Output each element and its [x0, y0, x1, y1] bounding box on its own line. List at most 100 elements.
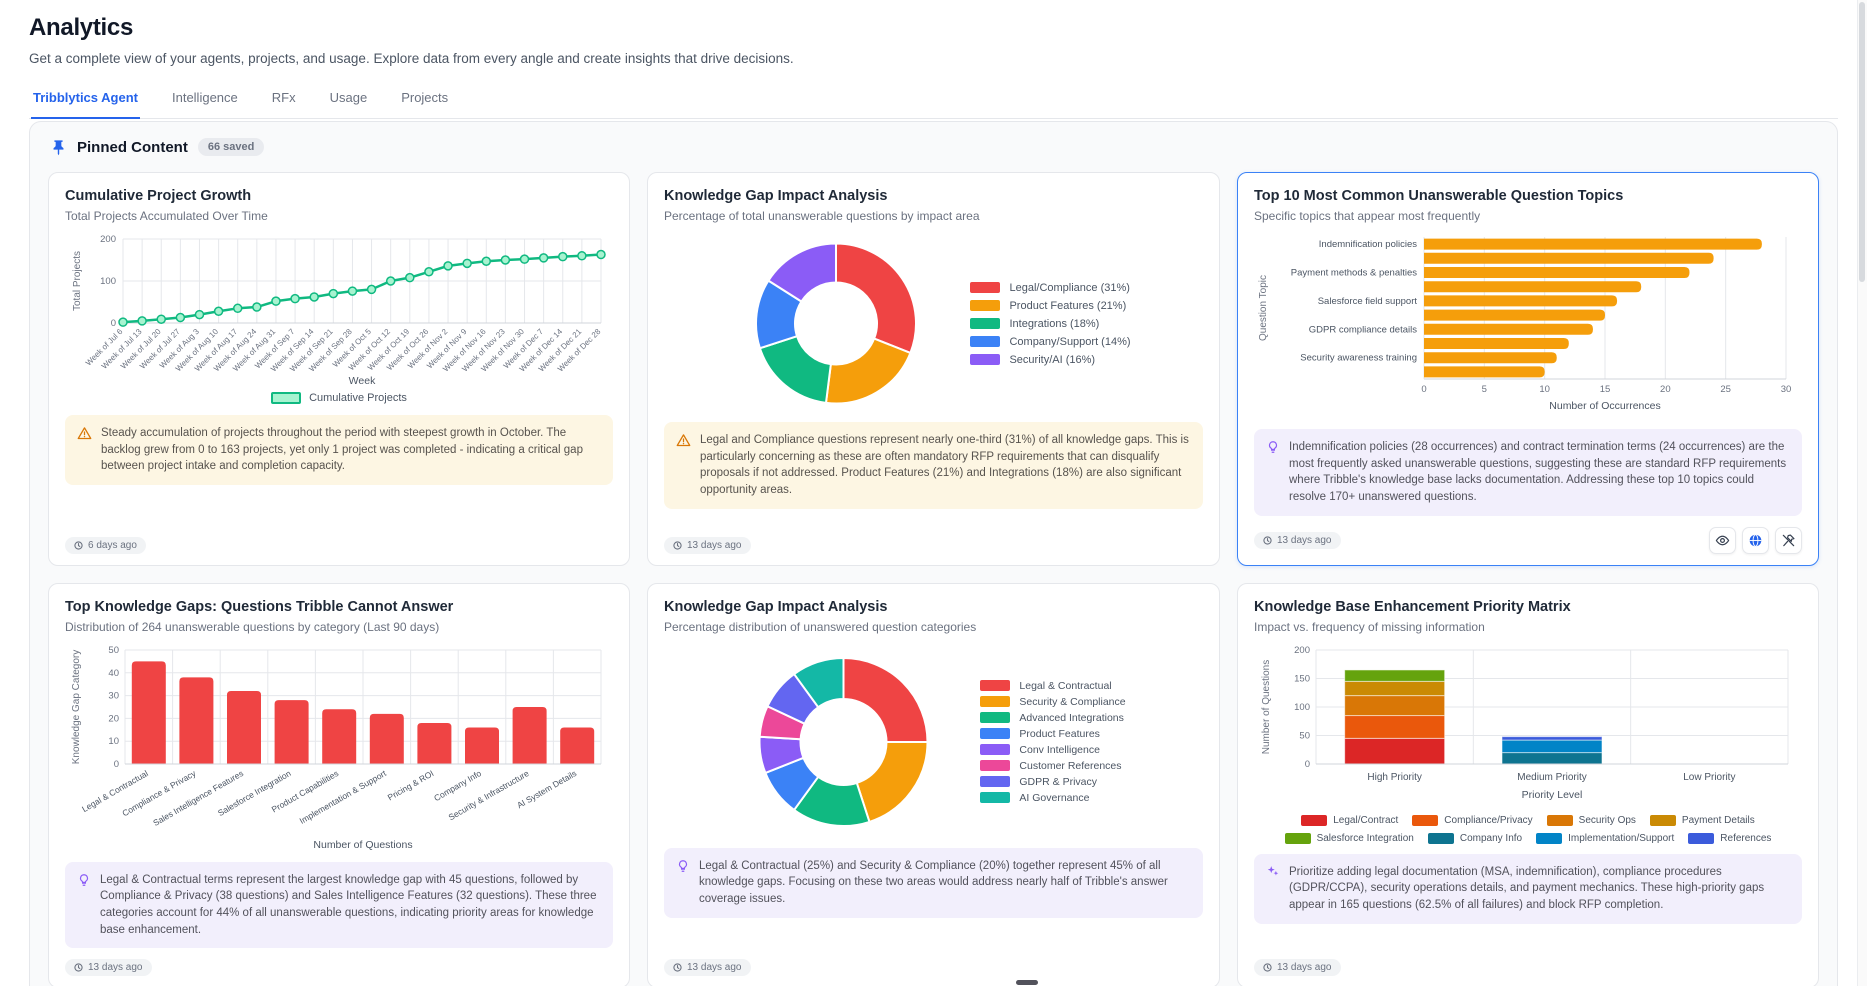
- card-cumulative-project-growth[interactable]: Cumulative Project Growth Total Projects…: [48, 172, 630, 566]
- eye-icon: [1715, 535, 1730, 546]
- legend-swatch: [980, 728, 1011, 740]
- svg-text:Number of Questions: Number of Questions: [1261, 659, 1272, 754]
- legend-label: Customer References: [1019, 759, 1122, 772]
- svg-text:200: 200: [1294, 645, 1310, 656]
- svg-text:0: 0: [1421, 384, 1426, 395]
- clock-icon: [673, 963, 682, 973]
- svg-text:30: 30: [1781, 384, 1792, 395]
- top-10-topics-bar-chart: 0 5 10 15 20 25 30 Indemnification policies Paym…: [1258, 237, 1792, 412]
- legend-label: Legal/Contract: [1333, 814, 1399, 826]
- card-knowledge-gap-impact-analysis-1[interactable]: Knowledge Gap Impact Analysis Percentage…: [647, 172, 1220, 566]
- timestamp-badge: 13 days ago: [664, 959, 751, 977]
- card-subtitle: Total Projects Accumulated Over Time: [65, 209, 268, 223]
- legend-swatch: [980, 680, 1011, 692]
- clock-icon: [1263, 536, 1272, 545]
- timestamp-badge: 13 days ago: [1254, 531, 1341, 549]
- share-insight-button[interactable]: [1742, 526, 1769, 554]
- svg-text:Number of Questions: Number of Questions: [313, 839, 412, 851]
- card-title: Knowledge Gap Impact Analysis: [664, 188, 888, 204]
- timestamp-badge: 13 days ago: [664, 536, 751, 554]
- svg-text:20: 20: [1660, 384, 1671, 395]
- insight-text: Legal & Contractual terms represent the …: [100, 873, 597, 936]
- tab-projects[interactable]: Projects: [401, 90, 449, 105]
- insight-box: Legal & Contractual (25%) and Security &…: [664, 847, 1203, 918]
- legend-label: Company/Support (14%): [1009, 335, 1131, 348]
- legend-label: Legal/Compliance (31%): [1009, 281, 1130, 294]
- timestamp-text: 13 days ago: [1277, 534, 1332, 546]
- globe-icon: [1749, 533, 1762, 547]
- horizontal-scrollbar-thumb[interactable]: [1016, 980, 1038, 985]
- legend-swatch: [970, 300, 1001, 311]
- insight-text: Legal & Contractual (25%) and Security &…: [699, 859, 1168, 906]
- pinned-content-title: Pinned Content: [77, 138, 188, 156]
- svg-text:Priority Level: Priority Level: [1522, 789, 1583, 801]
- card-footer: 6 days ago: [65, 526, 613, 554]
- legend-swatch: [980, 776, 1011, 788]
- card-top-10-unanswerable-topics[interactable]: Top 10 Most Common Unanswerable Question…: [1237, 172, 1819, 566]
- insight-text: Legal and Compliance questions represent…: [700, 434, 1189, 497]
- legend-swatch: [1536, 832, 1563, 844]
- card-title: Cumulative Project Growth: [65, 188, 252, 204]
- svg-text:Medium Priority: Medium Priority: [1517, 772, 1586, 783]
- clock-icon: [74, 541, 83, 550]
- card-top-knowledge-gaps[interactable]: Top Knowledge Gaps: Questions Tribble Ca…: [48, 582, 630, 986]
- saved-count-badge: 66 saved: [197, 138, 265, 156]
- svg-text:50: 50: [1299, 730, 1310, 741]
- pinned-content-header: Pinned Content 66 saved: [48, 138, 1819, 156]
- legend-label: Implementation/Support: [1568, 832, 1675, 844]
- clock-icon: [74, 963, 83, 973]
- legend-label: Advanced Integrations: [1019, 711, 1124, 724]
- card-footer: 13 days ago: [1254, 516, 1802, 554]
- legend-item: Legal & Contractual: [980, 680, 1125, 692]
- card-footer: 13 days ago: [664, 526, 1203, 554]
- tab-rfx[interactable]: RFx: [271, 90, 296, 105]
- tab-intelligence[interactable]: Intelligence: [171, 90, 238, 105]
- svg-text:Payment methods & penalties: Payment methods & penalties: [1291, 268, 1417, 279]
- card-subtitle: Percentage of total unanswerable questio…: [664, 209, 980, 223]
- legend-item: Company Info: [1427, 832, 1522, 844]
- vertical-scrollbar-thumb[interactable]: [1859, 2, 1865, 282]
- card-priority-matrix[interactable]: Knowledge Base Enhancement Priority Matr…: [1237, 582, 1819, 986]
- legend-label: AI Governance: [1019, 791, 1090, 804]
- card-footer: 13 days ago: [65, 948, 613, 977]
- donut-chart-area: Legal & Contractual Security & Compliance…: [664, 642, 1203, 842]
- knowledge-gap-donut-chart: [755, 242, 918, 405]
- svg-text:5: 5: [1482, 384, 1487, 395]
- legend-label: Security Ops: [1578, 814, 1636, 826]
- tab-tribblytics-agent[interactable]: Tribblytics Agent: [31, 84, 140, 119]
- svg-text:20: 20: [108, 713, 119, 724]
- card-actions: [1709, 526, 1802, 554]
- svg-text:Total Projects: Total Projects: [72, 251, 83, 311]
- card-knowledge-gap-impact-analysis-2[interactable]: Knowledge Gap Impact Analysis Percentage…: [647, 582, 1220, 986]
- svg-text:Number of Occurrences: Number of Occurrences: [1549, 400, 1660, 412]
- vertical-scrollbar[interactable]: [1857, 0, 1867, 986]
- sparkles-icon: [1267, 865, 1279, 876]
- legend-item: Compliance/Privacy: [1412, 814, 1533, 826]
- svg-text:15: 15: [1600, 384, 1611, 395]
- insight-box: Prioritize adding legal documentation (M…: [1254, 853, 1802, 924]
- legend-item: Company/Support (14%): [970, 335, 1131, 348]
- legend-swatch: [1546, 814, 1573, 826]
- page-title: Analytics: [29, 14, 134, 41]
- page-subtitle: Get a complete view of your agents, proj…: [29, 51, 794, 66]
- legend-swatch: [1412, 814, 1439, 826]
- legend-item: References: [1688, 832, 1771, 844]
- svg-text:40: 40: [108, 667, 119, 678]
- card-title: Top Knowledge Gaps: Questions Tribble Ca…: [65, 598, 454, 615]
- legend-swatch: [1284, 832, 1311, 844]
- svg-text:Knowledge Gap Category: Knowledge Gap Category: [71, 649, 82, 764]
- view-chart-button[interactable]: [1709, 526, 1736, 554]
- svg-text:100: 100: [1294, 702, 1310, 713]
- unpin-button[interactable]: [1775, 526, 1802, 554]
- legend-label: GDPR & Privacy: [1019, 775, 1097, 788]
- svg-text:100: 100: [100, 276, 116, 287]
- card-subtitle: Impact vs. frequency of missing informat…: [1254, 619, 1485, 634]
- legend-item: Implementation/Support: [1536, 832, 1675, 844]
- tab-usage[interactable]: Usage: [329, 90, 368, 105]
- card-footer: 13 days ago: [1254, 948, 1802, 977]
- legend-swatch: [970, 318, 1001, 329]
- legend-item: GDPR & Privacy: [980, 776, 1125, 788]
- legend-label: Compliance/Privacy: [1444, 814, 1533, 826]
- legend-swatch: [1649, 814, 1676, 826]
- legend-swatch: [980, 744, 1011, 756]
